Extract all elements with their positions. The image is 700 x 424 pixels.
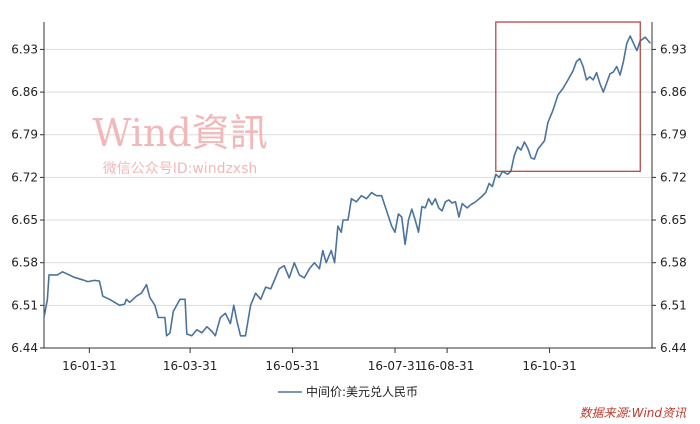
axes: [43, 22, 653, 349]
watermark: Wind資訊 微信公众号ID:windzxsh: [92, 111, 267, 177]
y-tick-label: 6.44: [11, 341, 38, 355]
x-tick-label: 16-07-31: [368, 359, 422, 373]
y-tick-label: 6.93: [660, 42, 687, 56]
source-note: 数据来源:Wind资讯: [579, 406, 686, 420]
y-axis-right-ticks: 6.44 6.51 6.58 6.65 6.72 6.79 6.86 6.93: [652, 42, 687, 355]
y-tick-label: 6.44: [660, 341, 687, 355]
x-tick-label: 16-08-31: [420, 359, 474, 373]
x-tick-label: 16-05-31: [265, 359, 319, 373]
highlight-box: [495, 21, 641, 172]
series-layer: [43, 35, 651, 337]
y-tick-label: 6.65: [11, 213, 38, 227]
y-tick-label: 6.79: [11, 128, 38, 142]
x-tick-label: 16-01-31: [62, 359, 116, 373]
x-tick-label: 16-03-31: [163, 359, 217, 373]
y-tick-label: 6.86: [660, 85, 687, 99]
legend[interactable]: 中间价:美元兑人民币: [278, 384, 418, 399]
y-tick-label: 6.79: [660, 128, 687, 142]
y-tick-label: 6.65: [660, 213, 687, 227]
y-tick-label: 6.51: [11, 298, 38, 312]
highlight-box-layer: [495, 21, 641, 172]
y-tick-label: 6.58: [660, 256, 687, 270]
series-line: [43, 35, 651, 337]
x-tick-label: 16-10-31: [522, 359, 576, 373]
y-tick-label: 6.72: [660, 170, 687, 184]
y-tick-label: 6.51: [660, 298, 687, 312]
y-tick-label: 6.93: [11, 42, 38, 56]
y-axis-left-ticks: 6.44 6.51 6.58 6.65 6.72 6.79 6.86 6.93: [11, 42, 44, 355]
watermark-subtitle: 微信公众号ID:windzxsh: [103, 161, 258, 177]
y-tick-label: 6.58: [11, 256, 38, 270]
legend-label: 中间价:美元兑人民币: [306, 384, 418, 399]
gridlines: [44, 48, 652, 349]
x-axis-ticks: 16-01-31 16-03-31 16-05-31 16-07-3116-08-31…: [62, 348, 577, 373]
y-tick-label: 6.86: [11, 85, 38, 99]
watermark-brand: Wind資訊: [92, 111, 267, 155]
y-tick-label: 6.72: [11, 170, 38, 184]
